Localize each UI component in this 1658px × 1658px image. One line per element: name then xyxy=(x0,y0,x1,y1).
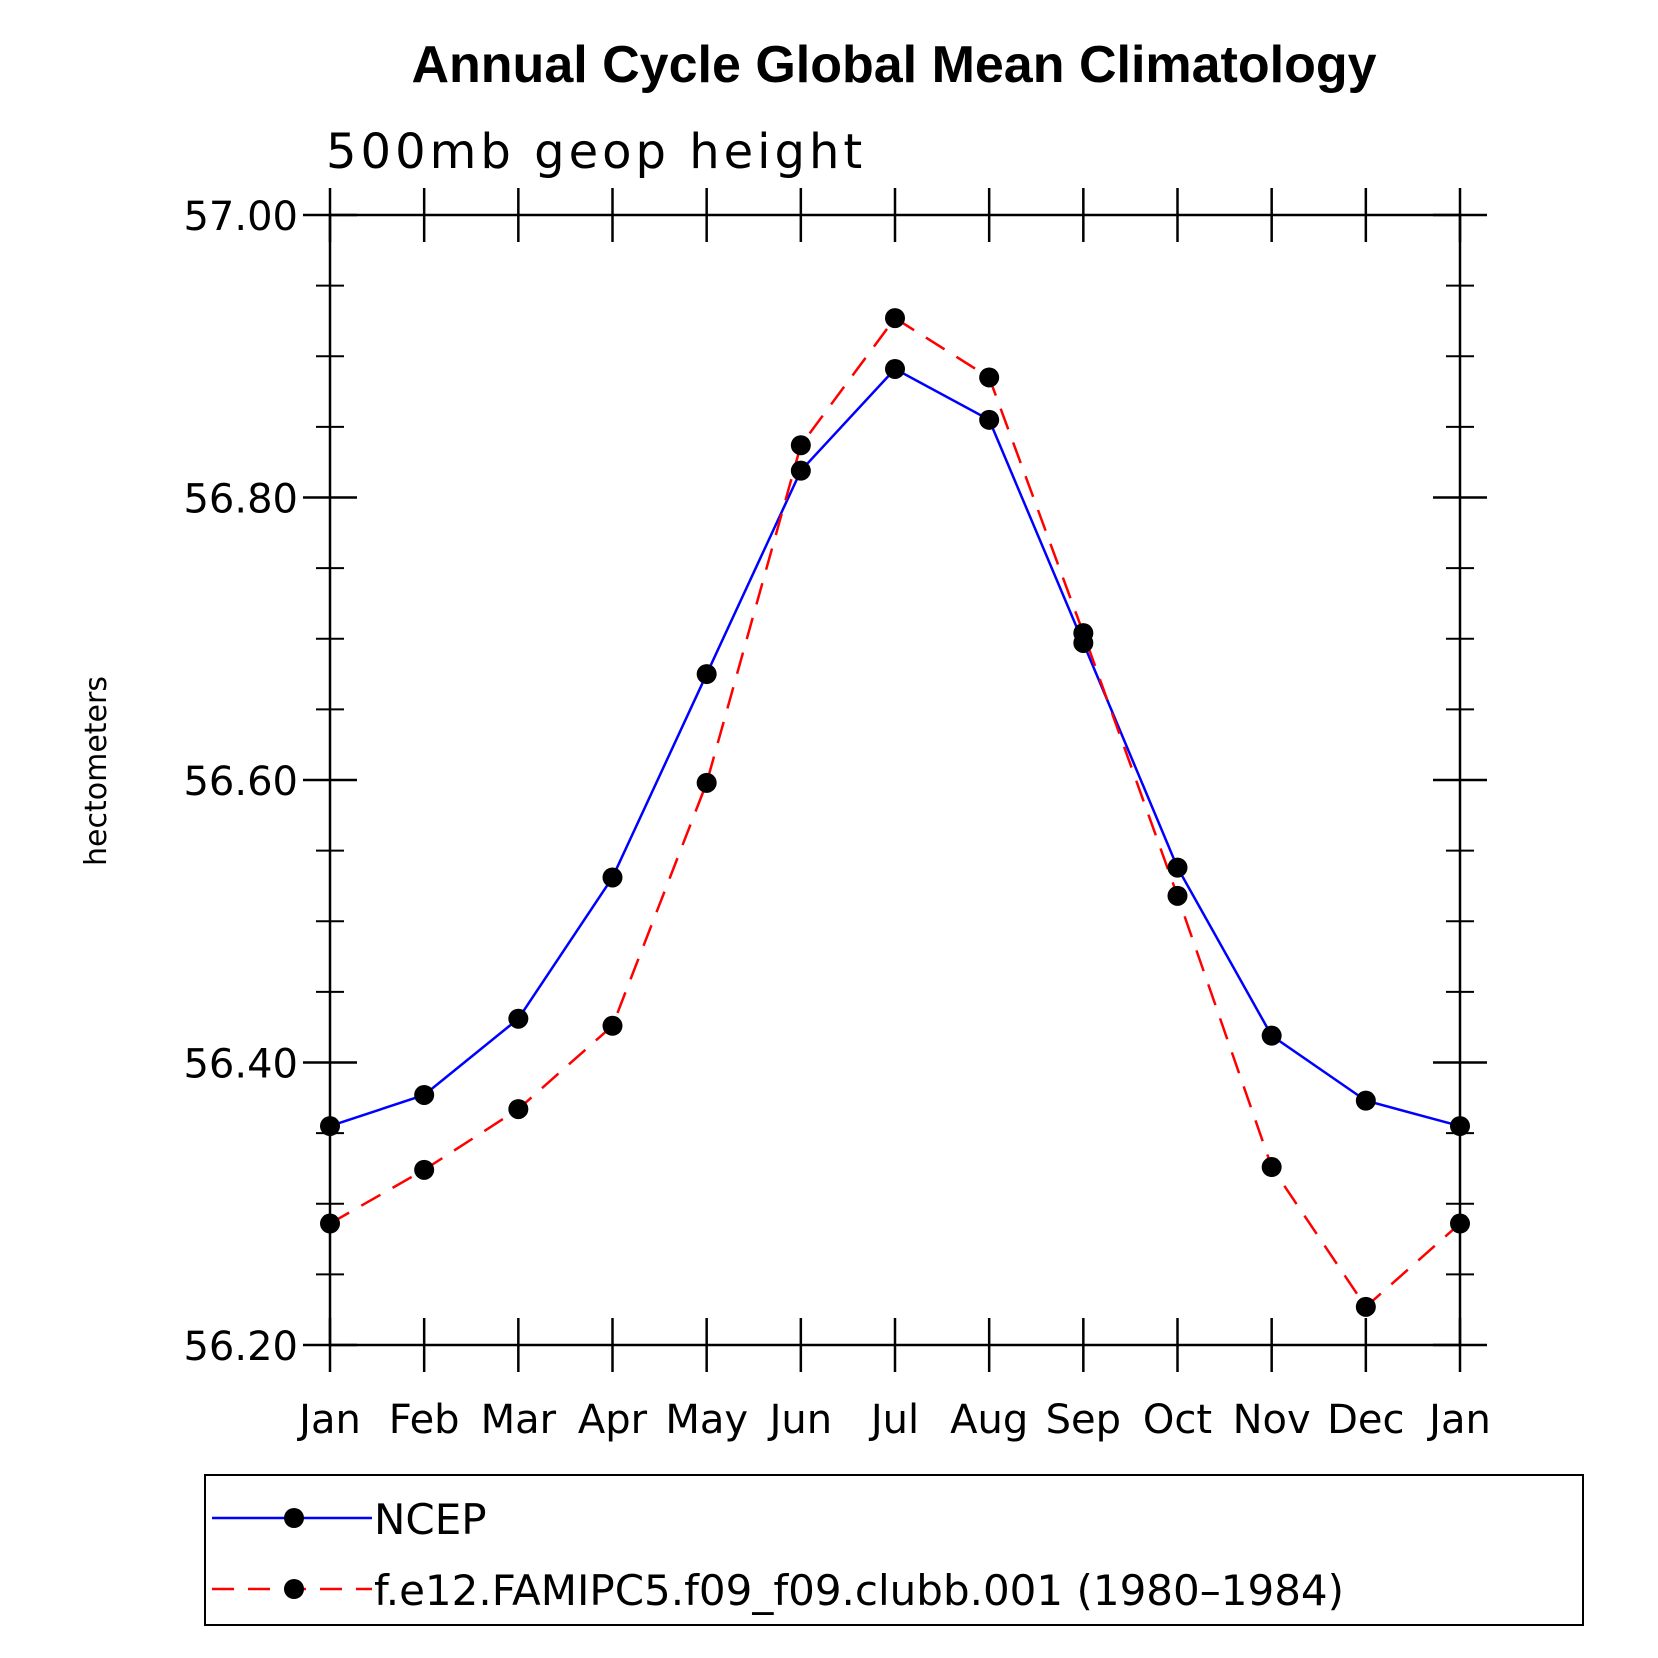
chart-subtitle: 500mb geop height xyxy=(326,124,866,180)
x-tick-label: Jan xyxy=(1426,1397,1491,1443)
x-tick-label: Jul xyxy=(868,1397,919,1443)
series-1-point xyxy=(696,772,717,793)
y-tick-label: 57.00 xyxy=(183,194,298,240)
legend-box xyxy=(204,1474,1584,1626)
series-1-point xyxy=(1073,623,1094,644)
series-1-point xyxy=(1261,1157,1282,1178)
y-tick-label: 56.40 xyxy=(183,1042,298,1088)
series-0-point xyxy=(602,867,623,888)
series-0-point xyxy=(508,1008,529,1029)
legend-marker-model xyxy=(284,1579,304,1599)
series-1-point xyxy=(320,1213,340,1234)
x-tick-label: Sep xyxy=(1046,1397,1121,1443)
x-tick-label: Mar xyxy=(481,1397,557,1443)
series-1-point xyxy=(1355,1296,1376,1317)
series-0-point xyxy=(979,409,1000,430)
series-0-point xyxy=(1355,1090,1376,1111)
series-line-1 xyxy=(329,316,1461,1309)
series-0-point xyxy=(790,460,811,481)
x-tick-label: Nov xyxy=(1233,1397,1311,1443)
series-1-point xyxy=(414,1159,435,1180)
plot-frame xyxy=(328,213,1462,1347)
series-1-point xyxy=(790,435,811,456)
x-tick-label: Feb xyxy=(389,1397,460,1443)
series-0-point xyxy=(414,1084,435,1105)
legend-marker-ncep xyxy=(284,1508,304,1528)
legend: NCEP f.e12.FAMIPC5.f09_f09.clubb.001 (19… xyxy=(204,1474,1584,1626)
x-tick-label: Jun xyxy=(767,1397,833,1443)
x-tick-label: Oct xyxy=(1143,1397,1212,1443)
y-tick-label: 56.60 xyxy=(183,759,298,805)
x-tick-label: May xyxy=(665,1397,748,1443)
chart-title: Annual Cycle Global Mean Climatology xyxy=(411,36,1376,94)
series-0-point xyxy=(320,1116,340,1137)
plot-area: Jan Feb Mar Apr May Jun Jul Aug Sep Oct Nov Dec Jan … xyxy=(183,188,1491,1443)
x-tick-label: Dec xyxy=(1327,1397,1404,1443)
series-1-point xyxy=(508,1099,529,1120)
axis-ticks xyxy=(303,188,1487,1372)
x-tick-label: Aug xyxy=(950,1397,1028,1443)
series-1-point xyxy=(979,367,1000,388)
y-tick-label: 56.80 xyxy=(183,477,298,523)
y-tick-labels: 56.20 56.40 56.60 56.80 57.00 xyxy=(183,194,298,1370)
series-0-point xyxy=(1261,1025,1282,1046)
series-line-0 xyxy=(329,367,1461,1128)
series-0-point xyxy=(1167,857,1188,878)
x-tick-labels: Jan Feb Mar Apr May Jun Jul Aug Sep Oct Nov Dec Jan xyxy=(296,1397,1491,1443)
x-tick-label: Apr xyxy=(578,1397,648,1443)
y-axis-label: hectometers xyxy=(79,676,114,866)
series-0-point xyxy=(1450,1116,1470,1137)
series-1-point xyxy=(1450,1213,1470,1234)
legend-label-model: f.e12.FAMIPC5.f09_f09.clubb.001 (1980–19… xyxy=(374,1566,1344,1615)
x-tick-label: Jan xyxy=(296,1397,361,1443)
series-layer xyxy=(320,308,1470,1317)
legend-label-ncep: NCEP xyxy=(374,1495,487,1544)
series-1-point xyxy=(885,308,905,329)
series-1-point xyxy=(1167,885,1188,906)
y-tick-label: 56.20 xyxy=(183,1324,298,1370)
series-1-point xyxy=(602,1015,623,1036)
series-0-point xyxy=(885,358,905,379)
series-0-point xyxy=(696,664,717,685)
